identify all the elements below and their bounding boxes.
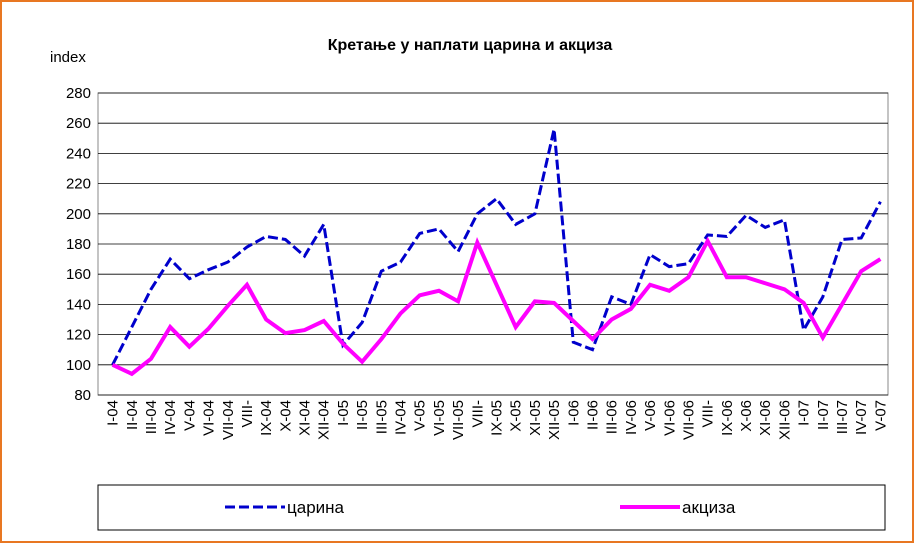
x-tick-label: I-05 — [335, 400, 352, 426]
legend-label: акциза — [682, 498, 736, 517]
x-tick-label: VII-05 — [450, 400, 467, 440]
x-tick-label: V-05 — [412, 400, 429, 431]
y-tick-label: 180 — [66, 236, 91, 253]
y-tick-label: 120 — [66, 327, 91, 344]
y-tick-label: 100 — [66, 357, 91, 374]
y-tick-label: 260 — [66, 115, 91, 132]
x-tick-label: X-05 — [508, 400, 525, 432]
x-tick-label: II-05 — [354, 400, 371, 430]
x-tick-label: II-04 — [124, 400, 141, 430]
x-tick-label: II-07 — [815, 400, 832, 430]
x-tick-label: XI-05 — [527, 400, 544, 436]
x-tick-label: VII-06 — [680, 400, 697, 440]
line-series — [111, 236, 882, 377]
x-tick-label: X-06 — [738, 400, 755, 432]
x-tick-label: XI-06 — [757, 400, 774, 436]
line-series — [111, 128, 882, 366]
x-tick-label: III-07 — [834, 400, 851, 434]
y-tick-label: 140 — [66, 296, 91, 313]
x-tick-label: II-06 — [584, 400, 601, 430]
x-tick-label: I-06 — [565, 400, 582, 426]
x-tick-label: IV-06 — [623, 400, 640, 435]
x-tick-label: III-05 — [373, 400, 390, 434]
y-tick-label: 240 — [66, 145, 91, 162]
x-tick-label: V-07 — [872, 400, 889, 431]
x-tick-label: XII-04 — [316, 400, 333, 440]
y-axis-label: index — [50, 49, 86, 66]
x-tick-label: IX-04 — [258, 400, 275, 436]
x-tick-label: VIII- — [469, 400, 486, 428]
x-tick-label: V-04 — [181, 400, 198, 431]
x-tick-label: III-06 — [604, 400, 621, 434]
x-tick-label: IX-06 — [719, 400, 736, 436]
x-tick-label: VIII- — [700, 400, 717, 428]
x-tick-label: XI-04 — [297, 400, 314, 436]
x-tick-label: III-04 — [143, 400, 160, 434]
x-tick-label: I-07 — [796, 400, 813, 426]
legend-label: царина — [287, 498, 345, 517]
x-tick-label: VI-05 — [431, 400, 448, 436]
y-tick-label: 160 — [66, 266, 91, 283]
x-tick-label: IV-07 — [853, 400, 870, 435]
x-tick-label: IV-04 — [393, 400, 410, 435]
y-tick-label: 220 — [66, 176, 91, 193]
y-tick-label: 280 — [66, 85, 91, 102]
x-tick-label: VI-04 — [201, 400, 218, 436]
chart-title: Кретање у наплати царина и акциза — [328, 37, 613, 54]
x-tick-label: VIII- — [239, 400, 256, 428]
x-tick-label: XII-06 — [776, 400, 793, 440]
x-tick-label: V-06 — [642, 400, 659, 431]
y-tick-label: 200 — [66, 206, 91, 223]
x-tick-label: I-04 — [105, 400, 122, 426]
x-tick-label: X-04 — [277, 400, 294, 432]
x-tick-label: XII-05 — [546, 400, 563, 440]
x-tick-label: VII-04 — [220, 400, 237, 440]
x-tick-label: IV-04 — [162, 400, 179, 435]
legend — [97, 484, 886, 531]
x-tick-label: IX-05 — [489, 400, 506, 436]
y-tick-label: 80 — [74, 387, 91, 404]
x-tick-label: VI-06 — [661, 400, 678, 436]
